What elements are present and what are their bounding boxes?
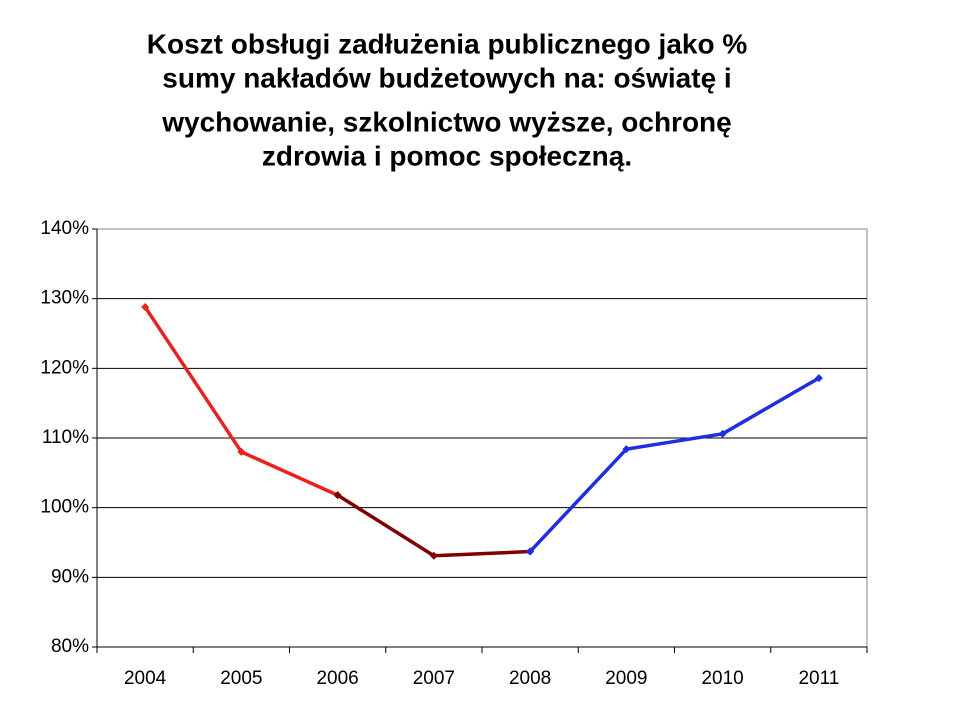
series-line xyxy=(336,493,531,558)
point-marker xyxy=(622,445,631,454)
point-marker xyxy=(141,303,150,312)
chart-title: Koszt obsługi zadłużenia publicznego jak… xyxy=(147,28,748,59)
point-marker xyxy=(333,491,342,500)
x-tick-label: 2010 xyxy=(701,668,743,689)
point-marker xyxy=(237,447,246,456)
x-tick-label: 2011 xyxy=(798,668,839,689)
point-marker xyxy=(429,551,438,560)
x-tick-label: 2009 xyxy=(605,668,647,689)
y-tick-label: 80% xyxy=(51,636,89,657)
chart-title: zdrowia i pomoc społeczną. xyxy=(262,140,632,171)
y-tick-label: 100% xyxy=(40,497,89,518)
y-tick-label: 90% xyxy=(51,566,89,587)
x-tick-label: 2004 xyxy=(124,668,167,689)
chart-title: sumy nakładów budżetowych na: oświatę i xyxy=(162,62,731,93)
y-tick-label: 110% xyxy=(42,427,89,448)
y-tick-label: 140% xyxy=(40,218,89,239)
point-marker xyxy=(718,429,727,438)
y-tick-label: 130% xyxy=(40,288,89,309)
x-tick-label: 2007 xyxy=(413,668,455,689)
x-tick-label: 2005 xyxy=(220,668,262,689)
point-marker xyxy=(526,547,535,556)
series-line xyxy=(143,306,339,497)
chart-title: wychowanie, szkolnictwo wyższe, ochronę xyxy=(161,106,731,137)
x-tick-label: 2006 xyxy=(316,668,358,689)
series-line xyxy=(528,376,820,553)
y-tick-label: 120% xyxy=(40,357,89,378)
point-marker xyxy=(814,374,823,383)
x-tick-label: 2008 xyxy=(509,668,551,689)
